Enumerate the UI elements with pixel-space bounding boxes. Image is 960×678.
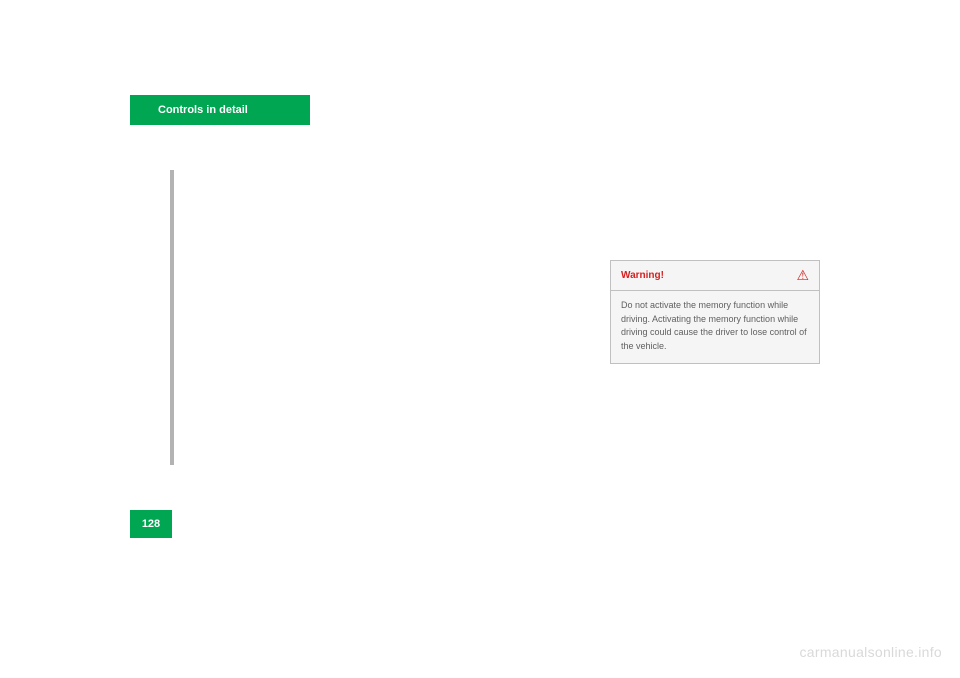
warning-body-text: Do not activate the memory function whil… xyxy=(611,291,819,363)
warning-header: Warning! ⚠ xyxy=(611,261,819,291)
section-header-label: Controls in detail xyxy=(158,104,248,116)
content-margin-bar xyxy=(170,170,174,465)
warning-triangle-icon: ⚠ xyxy=(796,267,809,284)
warning-title: Warning! xyxy=(621,270,664,281)
manual-page: Controls in detail Warning! ⚠ Do not act… xyxy=(130,95,830,575)
page-number-box: 128 xyxy=(130,510,172,538)
page-number: 128 xyxy=(142,518,160,530)
section-header-tab: Controls in detail xyxy=(130,95,310,125)
warning-callout: Warning! ⚠ Do not activate the memory fu… xyxy=(610,260,820,364)
watermark-text: carmanualsonline.info xyxy=(800,644,943,660)
